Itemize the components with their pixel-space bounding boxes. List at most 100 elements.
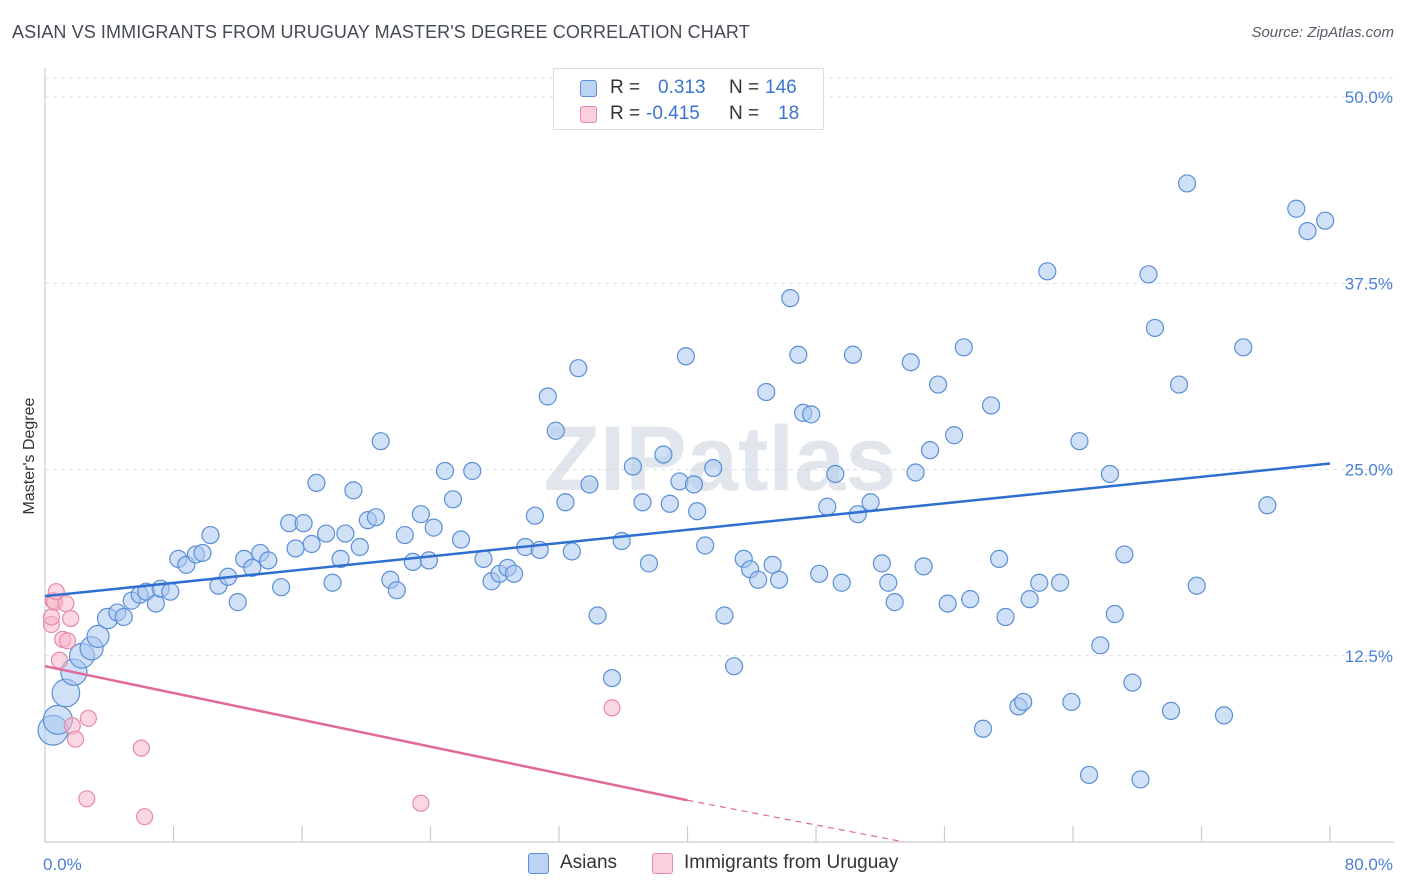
data-point — [973, 719, 993, 738]
data-point — [525, 506, 545, 525]
data-point — [704, 458, 723, 478]
data-point — [749, 570, 768, 589]
bottom-legend-label-uruguay: Immigrants from Uruguay — [684, 852, 899, 873]
legend-n-value: 18 — [778, 103, 800, 124]
data-point — [1123, 673, 1142, 692]
y-tick-labels: 12.5% 25.0% 37.5% 50.0% — [1345, 88, 1393, 666]
data-point — [546, 421, 565, 440]
source-credit: Source: ZipAtlas.com — [1251, 24, 1394, 41]
data-point — [1234, 338, 1253, 357]
data-point — [331, 549, 350, 569]
trend-line-asians — [44, 462, 1331, 598]
legend-n-label: N = — [729, 77, 760, 98]
data-point — [193, 543, 212, 563]
data-point — [443, 490, 463, 509]
data-point — [42, 608, 61, 626]
data-point — [602, 668, 622, 688]
bottom-legend-swatch-uruguay — [652, 853, 673, 874]
data-point — [810, 564, 829, 583]
data-point — [78, 790, 96, 808]
data-point — [802, 405, 821, 424]
data-point — [1169, 375, 1189, 394]
data-point — [302, 534, 321, 554]
data-point — [1161, 701, 1181, 720]
legend-r-label: R = — [610, 77, 641, 98]
data-point — [350, 537, 369, 557]
data-point — [654, 445, 673, 464]
data-point — [1131, 770, 1150, 789]
correlation-legend: R = 0.313 N = 146 R = -0.415 N = 18 — [553, 68, 824, 130]
data-point — [1298, 222, 1317, 241]
bottom-legend-label-asians: Asians — [560, 852, 618, 873]
data-point — [789, 345, 808, 364]
x-tick-label-min: 0.0% — [43, 855, 82, 874]
data-point — [58, 632, 77, 650]
y-axis-label: Master's Degree — [21, 397, 38, 514]
data-point — [294, 514, 313, 533]
data-point — [1316, 211, 1335, 230]
data-point — [556, 493, 575, 512]
data-point — [1062, 692, 1081, 712]
data-point — [272, 578, 291, 597]
data-point — [66, 730, 85, 748]
data-point — [387, 581, 406, 600]
data-point — [843, 345, 863, 364]
data-point — [938, 594, 957, 613]
data-point — [504, 564, 524, 583]
data-point — [1145, 318, 1165, 338]
data-point — [1100, 464, 1120, 484]
data-point — [1105, 604, 1124, 624]
data-point — [336, 524, 355, 543]
data-point — [412, 794, 430, 812]
chart-title: ASIAN VS IMMIGRANTS FROM URUGUAY MASTER'… — [12, 22, 750, 42]
data-point — [906, 463, 925, 482]
data-point — [1014, 692, 1033, 712]
trend-line-uruguay — [44, 664, 688, 802]
data-point — [1038, 262, 1057, 281]
data-point — [633, 493, 652, 512]
x-tick-labels: 0.0% 80.0% — [43, 855, 1393, 874]
series-asians — [37, 174, 1335, 789]
data-point — [259, 551, 278, 570]
data-point — [286, 539, 305, 558]
x-tick-label-max: 80.0% — [1345, 855, 1393, 874]
data-point — [832, 573, 851, 592]
trend-line-uruguay-extrapolated — [687, 799, 905, 843]
data-point — [403, 552, 422, 571]
legend-row-asians: R = 0.313 N = 146 — [554, 76, 823, 102]
data-point — [945, 426, 964, 445]
data-point — [954, 338, 973, 357]
data-point — [132, 739, 150, 757]
legend-n-label: N = — [729, 103, 760, 124]
trend-lines — [44, 462, 1331, 843]
data-point — [996, 607, 1015, 627]
legend-swatch-asians — [580, 80, 597, 97]
watermark: ZIPatlas — [544, 408, 897, 510]
data-point — [135, 808, 154, 826]
data-point — [639, 554, 659, 573]
data-point — [879, 573, 898, 592]
data-point — [435, 461, 455, 481]
data-point — [623, 457, 642, 476]
data-point — [660, 494, 679, 513]
data-point — [724, 657, 744, 676]
data-point — [228, 593, 247, 612]
data-point — [757, 382, 776, 402]
legend-row-uruguay: R = -0.415 N = 18 — [554, 102, 823, 128]
data-point — [419, 551, 438, 570]
data-point — [1051, 573, 1070, 592]
legend-n-value: 146 — [765, 77, 797, 98]
data-point — [323, 573, 342, 592]
data-point — [981, 396, 1001, 415]
data-point — [580, 475, 599, 494]
data-point — [366, 508, 385, 527]
data-point — [1139, 265, 1158, 284]
data-point — [411, 505, 430, 524]
legend-swatch-uruguay — [580, 106, 597, 123]
data-point — [1187, 576, 1206, 595]
data-point — [569, 359, 588, 378]
data-point — [826, 464, 845, 484]
data-point — [114, 607, 133, 627]
data-point — [920, 441, 940, 460]
data-point — [538, 387, 557, 406]
